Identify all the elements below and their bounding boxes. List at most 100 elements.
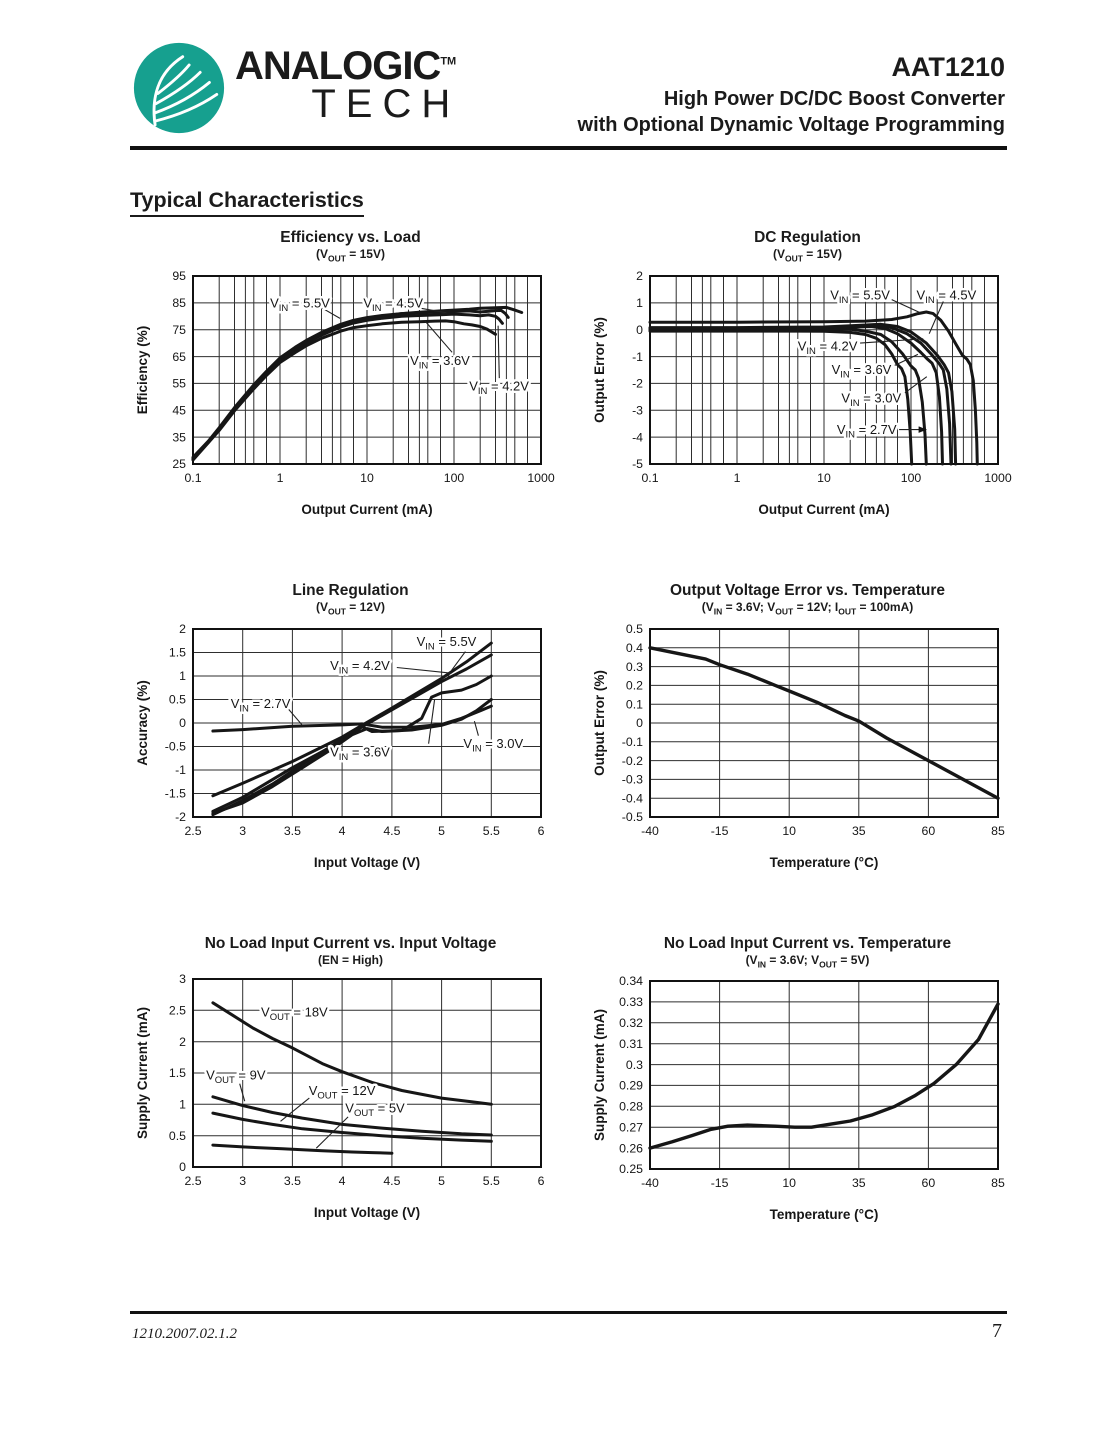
series-vout-9v	[210, 1095, 493, 1137]
leader-line	[320, 306, 340, 319]
series-vout-18v	[210, 1001, 493, 1106]
x-tick-labels: 0.1 1 10 100 1000	[184, 471, 554, 485]
series-group	[648, 310, 979, 466]
chart-title: No Load Input Current vs. Temperature	[663, 934, 952, 952]
svg-text:65: 65	[172, 350, 186, 364]
svg-text:3.5: 3.5	[283, 1174, 300, 1188]
svg-text:25: 25	[172, 457, 186, 471]
svg-text:6: 6	[537, 824, 544, 838]
curve-label: VIN = 4.5V	[916, 287, 976, 306]
svg-text:75: 75	[172, 323, 186, 337]
y-axis-label: Efficiency (%)	[135, 326, 150, 415]
curve-label: VIN = 3.0V	[841, 390, 901, 409]
svg-text:0.31: 0.31	[619, 1037, 643, 1051]
svg-text:55: 55	[172, 376, 186, 390]
series-group	[210, 1001, 493, 1155]
svg-text:1000: 1000	[527, 471, 555, 485]
leader-line	[859, 338, 923, 344]
chart-subtitle: (VOUT = 12V)	[316, 600, 385, 617]
y-tick-labels: 0.34 0.33 0.32 0.31 0.3 0.29 0.28 0.27 0.26 0.25	[619, 974, 643, 1176]
svg-text:35: 35	[172, 430, 186, 444]
svg-text:0: 0	[179, 716, 186, 730]
svg-text:2: 2	[636, 269, 643, 283]
curve-label: VOUT = 18V	[261, 1005, 328, 1024]
y-axis-label: Supply Current (mA)	[592, 1009, 607, 1141]
svg-text:0.3: 0.3	[625, 1058, 642, 1072]
y-tick-labels: 25 35 45 55 65 75 85 95	[172, 269, 186, 471]
y-tick-labels: 0.5 0.4 0.3 0.2 0.1 0 -0.1 -0.2 -0.3 -0.4 -0.5	[621, 622, 642, 824]
chart-dc-regulation: DC Regulation (VOUT = 15V) VIN = 5.5V VIN =…	[588, 228, 1028, 535]
svg-text:4: 4	[338, 824, 345, 838]
chart-output-voltage-error-vs-temperature: Output Voltage Error vs. Temperature (VIN…	[588, 581, 1028, 888]
chart-plot: 0.50.40.30.20.10-0.1-0.2-0.3-0.4-0.5-40-…	[592, 622, 1005, 870]
svg-text:-0.5: -0.5	[621, 810, 642, 824]
svg-text:-2: -2	[175, 810, 186, 824]
series-group	[647, 1002, 1000, 1151]
svg-text:10: 10	[782, 824, 796, 838]
x-axis-label: Output Current (mA)	[301, 502, 432, 517]
svg-text:3: 3	[239, 824, 246, 838]
svg-text:0.1: 0.1	[184, 471, 201, 485]
series-output-error	[647, 645, 1000, 800]
curve-label: VOUT = 12V	[308, 1083, 375, 1102]
x-axis-label: Output Current (mA)	[758, 502, 889, 517]
svg-text:5: 5	[438, 824, 445, 838]
curve-label: VIN = 5.5V	[270, 295, 330, 314]
svg-text:85: 85	[991, 824, 1005, 838]
svg-text:2: 2	[179, 622, 186, 636]
svg-text:0: 0	[636, 716, 643, 730]
chart-title: DC Regulation	[754, 229, 861, 246]
series-supply-current	[647, 1002, 1000, 1151]
brand-trademark: TM	[440, 55, 457, 68]
y-tick-labels: 3 2.5 2 1.5 1 0.5 0	[168, 972, 185, 1174]
svg-text:1.5: 1.5	[168, 1066, 185, 1080]
curve-label: VIN = 4.2V	[797, 338, 857, 357]
svg-text:35: 35	[851, 824, 865, 838]
curve-label: VIN = 2.7V	[836, 422, 896, 441]
curve-label: VIN = 2.7V	[230, 695, 290, 714]
footer-rule	[130, 1311, 1007, 1314]
brand-logo-icon	[133, 42, 225, 139]
y-tick-labels: 2 1 0 -1 -2 -3 -4 -5	[632, 269, 643, 471]
series-vout-12v	[210, 1111, 493, 1143]
x-axis-label: Input Voltage (V)	[313, 855, 419, 870]
leader-line	[396, 666, 452, 674]
x-tick-labels: -40 -15 10 35 60 85	[641, 824, 1005, 838]
leader-line	[497, 325, 500, 378]
series-vin-4.5v	[648, 322, 957, 466]
x-axis-label: Temperature (°C)	[769, 1207, 878, 1222]
svg-text:1: 1	[276, 471, 283, 485]
svg-text:60: 60	[921, 1176, 935, 1190]
svg-text:-0.2: -0.2	[621, 753, 642, 767]
leader-line	[904, 376, 927, 394]
svg-text:10: 10	[360, 471, 374, 485]
leader-line	[315, 1116, 348, 1149]
series-group	[191, 305, 523, 462]
curve-label: VIN = 3.6V	[410, 353, 470, 372]
svg-text:-0.1: -0.1	[621, 735, 642, 749]
curve-label: VOUT = 5V	[345, 1101, 405, 1120]
svg-text:0.2: 0.2	[625, 678, 642, 692]
svg-text:-1.5: -1.5	[164, 786, 185, 800]
svg-text:100: 100	[443, 471, 464, 485]
doc-title-line2: with Optional Dynamic Voltage Programmin…	[577, 114, 1005, 137]
chart-plot: VIN = 5.5V VIN = 4.2V VIN = 2.7V VIN = 3.6V…	[135, 622, 545, 870]
series-vin-2.7v	[210, 704, 493, 733]
series-vin-3.6v	[191, 319, 497, 462]
svg-text:85: 85	[172, 296, 186, 310]
svg-text:3.5: 3.5	[283, 824, 300, 838]
charts-grid: Efficiency vs. Load (VOUT = 15V) VIN = 5.5…	[128, 228, 1030, 1240]
svg-text:10: 10	[817, 471, 831, 485]
svg-text:0: 0	[179, 1160, 186, 1174]
curve-label: VIN = 5.5V	[830, 287, 890, 306]
svg-text:1: 1	[636, 296, 643, 310]
svg-text:1000: 1000	[984, 471, 1012, 485]
svg-text:45: 45	[172, 403, 186, 417]
section-title: Typical Characteristics	[130, 188, 364, 217]
y-tick-labels: 2 1.5 1 0.5 0 -0.5 -1 -1.5 -2	[164, 622, 185, 824]
svg-text:0.33: 0.33	[619, 995, 643, 1009]
svg-text:0.34: 0.34	[619, 974, 643, 988]
svg-text:1.5: 1.5	[168, 645, 185, 659]
